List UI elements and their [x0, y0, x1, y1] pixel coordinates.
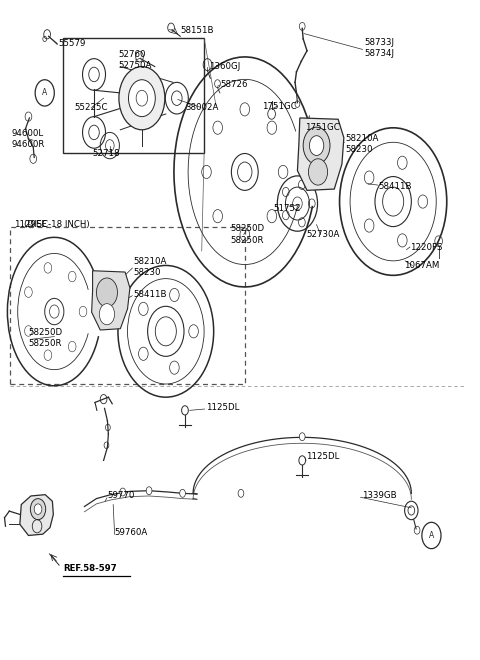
Circle shape	[96, 278, 118, 307]
Text: 59760A: 59760A	[115, 529, 148, 537]
Text: 58726: 58726	[220, 81, 247, 90]
Circle shape	[30, 498, 46, 519]
Text: 58250D
58250R: 58250D 58250R	[28, 328, 62, 348]
Circle shape	[303, 127, 330, 164]
Text: 94600L
94600R: 94600L 94600R	[11, 129, 45, 149]
Text: 1751GC: 1751GC	[262, 102, 296, 111]
Text: 1129EE: 1129EE	[14, 220, 47, 229]
Circle shape	[119, 67, 165, 130]
Text: 1125DL: 1125DL	[205, 403, 239, 412]
Circle shape	[422, 522, 441, 548]
Text: 59770: 59770	[107, 492, 134, 500]
Circle shape	[309, 159, 327, 185]
Circle shape	[99, 304, 115, 325]
Circle shape	[120, 488, 126, 496]
Circle shape	[300, 433, 305, 441]
Circle shape	[310, 136, 324, 156]
Text: 1339GB: 1339GB	[362, 492, 396, 500]
Text: (DISC-18 INCH): (DISC-18 INCH)	[24, 220, 89, 229]
Text: 58250D
58250R: 58250D 58250R	[230, 224, 264, 245]
Text: 58733J
58734J: 58733J 58734J	[364, 38, 395, 58]
Text: 51752: 51752	[274, 204, 301, 213]
Text: A: A	[42, 88, 48, 98]
Circle shape	[180, 489, 185, 497]
Text: 1067AM: 1067AM	[404, 261, 439, 270]
Text: 58210A
58230: 58210A 58230	[345, 134, 379, 154]
Polygon shape	[20, 494, 53, 535]
Text: 58210A
58230: 58210A 58230	[134, 257, 167, 277]
Text: 58151B: 58151B	[180, 26, 214, 35]
Text: 55579: 55579	[58, 39, 85, 48]
Text: 1125DL: 1125DL	[306, 452, 339, 461]
Text: 52718: 52718	[93, 149, 120, 158]
Text: 38002A: 38002A	[185, 103, 218, 112]
Text: 1220FS: 1220FS	[410, 242, 442, 251]
Polygon shape	[298, 118, 344, 190]
Bar	[10, 227, 245, 384]
Text: 1360GJ: 1360GJ	[209, 62, 240, 71]
Polygon shape	[92, 271, 130, 330]
Circle shape	[146, 486, 152, 494]
Text: 1751GC: 1751GC	[305, 123, 339, 131]
Circle shape	[238, 489, 244, 497]
Circle shape	[34, 504, 42, 514]
Text: REF.58-597: REF.58-597	[63, 564, 117, 573]
Bar	[63, 38, 204, 154]
Text: 52730A: 52730A	[306, 230, 339, 239]
Text: 58411B: 58411B	[134, 290, 167, 299]
Text: 58411B: 58411B	[379, 182, 412, 191]
Text: 52760
52750A: 52760 52750A	[118, 50, 151, 70]
Text: 55225C: 55225C	[75, 103, 108, 112]
Circle shape	[129, 80, 156, 117]
Circle shape	[35, 80, 54, 106]
Text: A: A	[429, 531, 434, 540]
